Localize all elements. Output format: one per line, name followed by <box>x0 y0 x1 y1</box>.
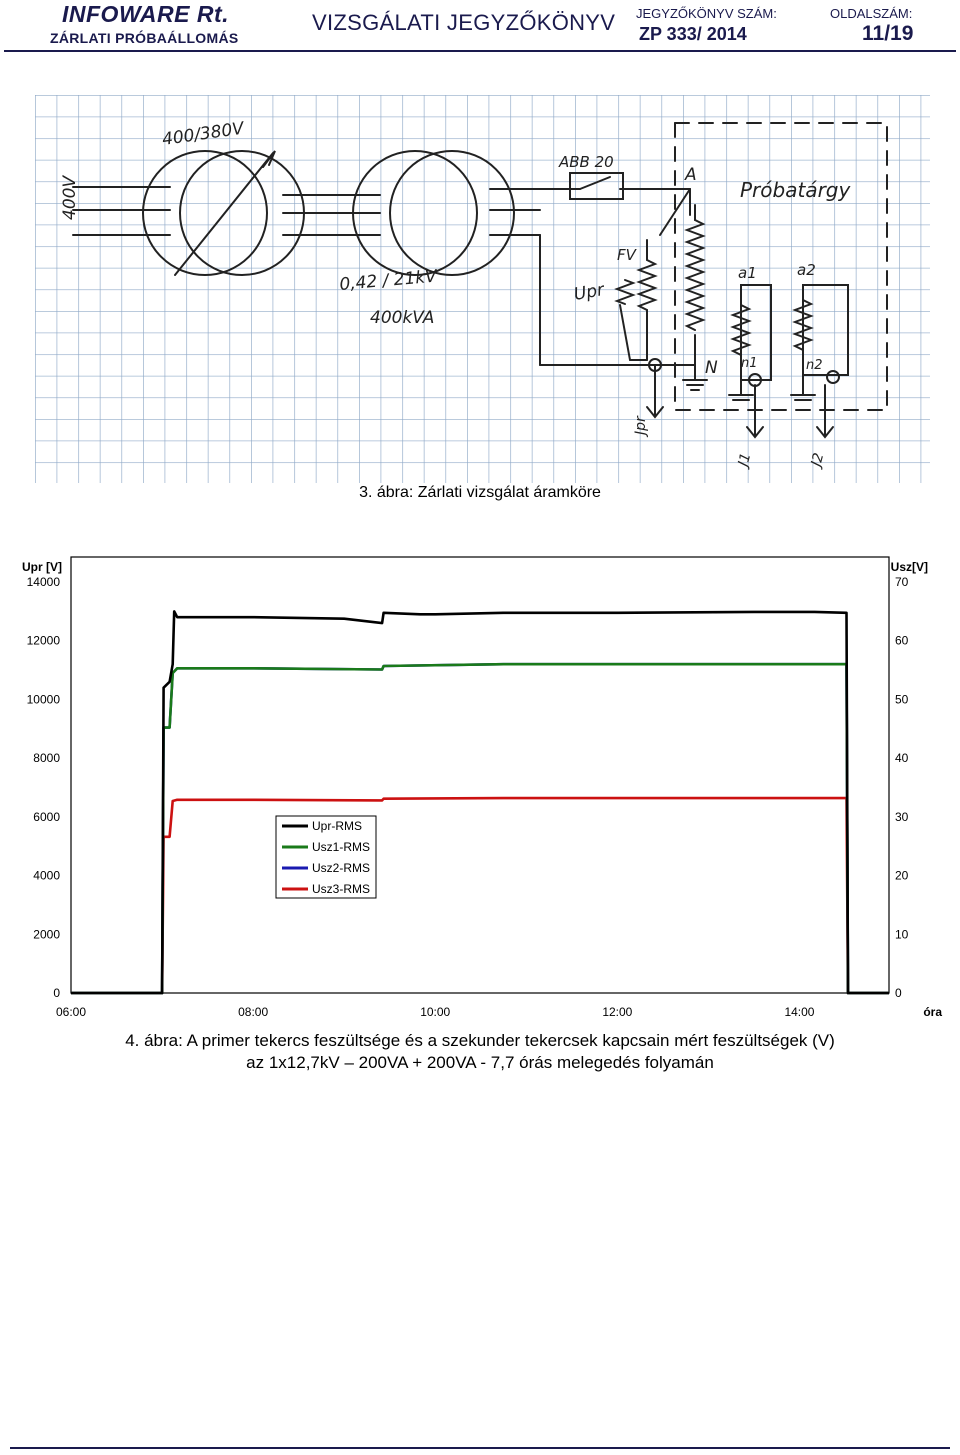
fv-label: FV <box>617 246 638 264</box>
series-line-usz3-rms <box>71 796 889 995</box>
figure-4-caption-line-2: az 1x12,7kV – 200VA + 200VA - 7,7 órás m… <box>246 1053 714 1072</box>
page-number-label: OLDALSZÁM: <box>830 6 913 21</box>
a2-label: a2 <box>797 261 816 279</box>
transformer-power-label: 400kVA <box>370 308 434 328</box>
legend-label: Usz3-RMS <box>312 882 370 896</box>
right-tick-label: 10 <box>895 927 909 941</box>
supply-voltage-label: 400V <box>60 175 80 220</box>
n2-label: n2 <box>806 358 823 373</box>
figure-4-caption: 4. ábra: A primer tekercs feszültsége és… <box>0 1030 960 1074</box>
x-tick-label: 06:00 <box>56 1005 86 1019</box>
jpr-label: Jpr <box>633 415 649 438</box>
x-tick-label: 08:00 <box>238 1005 268 1019</box>
series-line-usz2-rms <box>71 662 889 995</box>
right-tick-label: 0 <box>895 986 902 1000</box>
right-tick-label: 30 <box>895 810 909 824</box>
breaker-label: ABB 20 <box>558 153 614 171</box>
left-tick-label: 4000 <box>33 869 60 883</box>
right-axis-ticks: 0 10 20 30 40 50 60 70 <box>895 575 909 1000</box>
left-tick-label: 8000 <box>33 751 60 765</box>
left-tick-label: 6000 <box>33 810 60 824</box>
right-tick-label: 40 <box>895 751 909 765</box>
report-number: ZP 333/ 2014 <box>639 24 747 44</box>
x-axis-ticks: 06:00 08:00 10:00 12:00 14:00 <box>56 1005 815 1019</box>
voltage-chart: Upr [V] Usz[V] 0 2000 4000 6000 8000 10000 120… <box>22 556 942 1019</box>
page-header: INFOWARE Rt. ZÁRLATI PRÓBAÁLLOMÁS VIZSGÁ… <box>0 0 960 52</box>
x-tick-label: 12:00 <box>602 1005 632 1019</box>
n1-label: n1 <box>741 356 758 371</box>
x-tick-label: 10:00 <box>420 1005 450 1019</box>
figure-3-caption: 3. ábra: Zárlati vizsgálat áramköre <box>359 484 601 501</box>
j2-label: J2 <box>808 451 828 471</box>
series-line-usz1-rms <box>71 662 889 995</box>
figure-4-caption-line-1: 4. ábra: A primer tekercs feszültsége és… <box>125 1031 835 1050</box>
legend-label: Usz1-RMS <box>312 840 370 854</box>
legend: Upr-RMS Usz1-RMS Usz2-RMS Usz3-RMS <box>275 815 377 899</box>
right-axis-label: Usz[V] <box>891 560 928 574</box>
page-number: 11/19 <box>862 22 914 45</box>
document-title: VIZSGÁLATI JEGYZŐKÖNYV <box>312 10 616 35</box>
series-line-upr-rms <box>71 610 889 995</box>
x-axis-unit: óra <box>923 1005 942 1019</box>
right-tick-label: 50 <box>895 692 909 706</box>
left-tick-label: 14000 <box>27 575 61 589</box>
plot-frame <box>70 556 890 994</box>
left-tick-label: 2000 <box>33 927 60 941</box>
right-tick-label: 20 <box>895 869 909 883</box>
series-lines <box>71 610 889 995</box>
x-tick-label: 14:00 <box>784 1005 814 1019</box>
legend-box <box>275 815 377 899</box>
node-n-label: N <box>705 358 718 378</box>
circuit-diagram: 400V 400/380V 0,42 / 21kV 400kVA ABB 20 … <box>35 95 930 483</box>
legend-label: Usz2-RMS <box>312 861 370 875</box>
left-tick-label: 10000 <box>27 692 61 706</box>
left-axis-ticks: 0 2000 4000 6000 8000 10000 12000 14000 <box>27 575 61 1000</box>
grid-background <box>35 95 930 483</box>
footer-divider <box>10 1447 950 1449</box>
right-tick-label: 70 <box>895 575 909 589</box>
station-name: ZÁRLATI PRÓBAÁLLOMÁS <box>50 30 239 46</box>
legend-label: Upr-RMS <box>312 819 362 833</box>
header-divider <box>4 50 956 52</box>
a1-label: a1 <box>738 264 757 282</box>
node-a-label: A <box>684 165 697 185</box>
left-tick-label: 12000 <box>27 634 61 648</box>
right-tick-label: 60 <box>895 634 909 648</box>
left-axis-label: Upr [V] <box>22 560 62 574</box>
company-name: INFOWARE Rt. <box>62 1 229 27</box>
left-tick-label: 0 <box>53 986 60 1000</box>
report-number-label: JEGYZŐKÖNYV SZÁM: <box>636 6 777 21</box>
test-object-label: Próbatárgy <box>740 178 851 202</box>
